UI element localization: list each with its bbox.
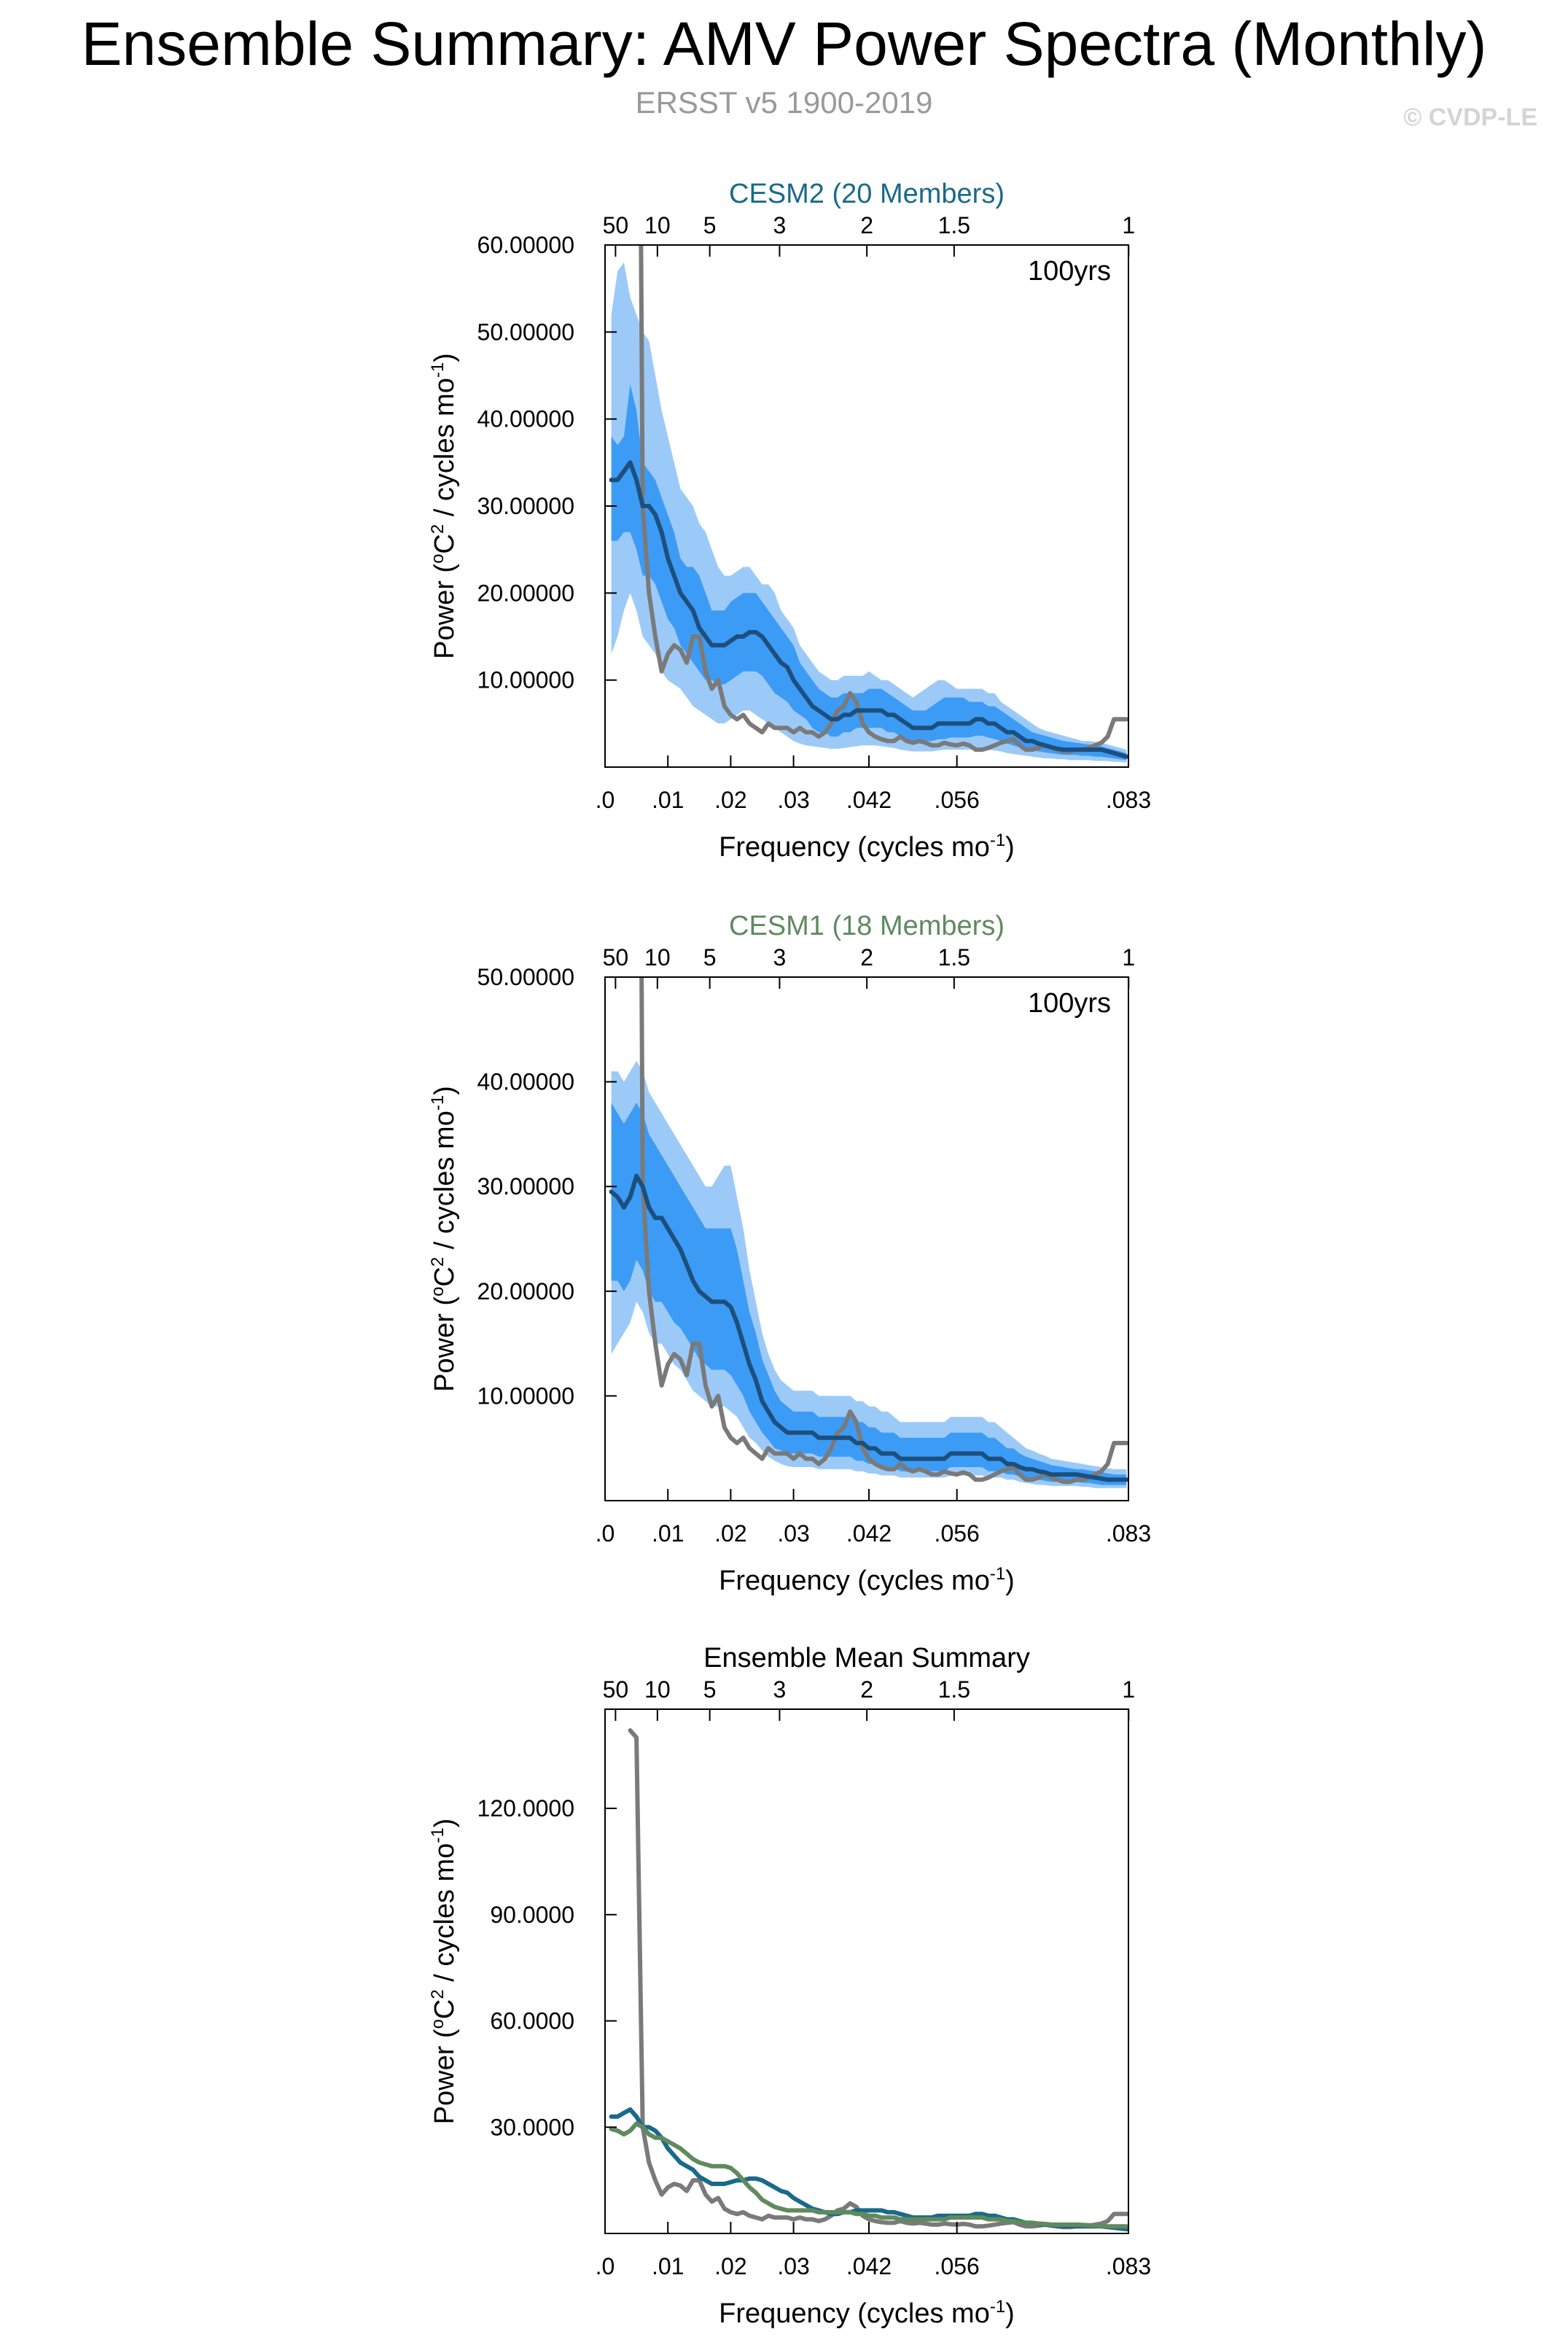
y-tick-label: 20.00000 <box>477 1278 574 1304</box>
y-tick-label: 30.0000 <box>490 2114 574 2140</box>
chart-cesm2: .0 .01 .02 .03 .042 .056 .083 10.00000 20.00000 3… <box>428 179 1151 863</box>
top-tick-label: 1 <box>1122 944 1135 971</box>
y-tick-label: 90.0000 <box>490 1902 574 1928</box>
chart-title: CESM2 (20 Members) <box>729 179 1005 209</box>
x-tick-label: .02 <box>714 1520 746 1547</box>
period-annotation: 100yrs <box>1028 988 1111 1019</box>
ensemble-mean-line <box>609 1173 1128 1482</box>
x-tick-label: .0 <box>596 1520 615 1547</box>
plot-area <box>609 1728 1128 2232</box>
inner-spread-band <box>611 1103 1127 1485</box>
top-tick-label: 10 <box>644 1676 671 1703</box>
top-tick-label: 5 <box>703 212 717 238</box>
y-tick-label: 30.00000 <box>477 493 574 519</box>
observations-line <box>639 977 1128 1485</box>
x-tick-label: .042 <box>846 1520 892 1547</box>
chart-cesm1: .0 .01 .02 .03 .042 .056 .083 10.00000 20.00000 3… <box>428 911 1151 1596</box>
top-tick-label: 1.5 <box>938 212 970 238</box>
x-tick-label: .083 <box>1106 1520 1151 1547</box>
x-tick-label: .042 <box>846 2253 892 2279</box>
x-axis-label: Frequency (cycles mo-1) <box>719 831 1015 863</box>
y-axis-label: Power (oC2 / cycles mo-1) <box>428 353 460 659</box>
x-tick-label: .01 <box>652 2253 684 2279</box>
series-line-cesm1 <box>609 2121 1128 2229</box>
x-tick-label: .042 <box>846 787 892 813</box>
y-tick-label: 30.00000 <box>477 1173 574 1199</box>
x-tick-label: .083 <box>1106 2253 1151 2279</box>
y-tick-label: 50.00000 <box>477 319 574 345</box>
top-tick-label: 1.5 <box>938 944 970 971</box>
x-axis-label: Frequency (cycles mo-1) <box>719 2297 1015 2329</box>
observations-line <box>628 1728 1128 2230</box>
top-tick-label: 1.5 <box>938 1676 970 1703</box>
x-tick-label: .056 <box>935 2253 980 2279</box>
top-tick-label: 50 <box>603 212 629 238</box>
top-tick-label: 3 <box>773 944 787 971</box>
credit-watermark: © CVDP-LE <box>1403 104 1537 131</box>
x-tick-label: .0 <box>596 2253 615 2279</box>
chart-title: CESM1 (18 Members) <box>729 911 1005 941</box>
ensemble-mean-line <box>609 460 1128 759</box>
x-tick-label: .03 <box>777 787 809 813</box>
outer-spread-band <box>611 262 1127 763</box>
top-tick-label: 50 <box>603 944 629 971</box>
plot-area <box>609 245 1128 763</box>
y-tick-label: 60.0000 <box>490 2008 574 2034</box>
x-tick-label: .01 <box>652 787 684 813</box>
x-tick-label: .083 <box>1106 787 1151 813</box>
top-tick-label: 10 <box>644 944 671 971</box>
x-tick-label: .02 <box>714 787 746 813</box>
series-line-cesm2 <box>609 2107 1128 2232</box>
x-tick-label: .03 <box>777 2253 809 2279</box>
top-tick-label: 50 <box>603 1676 629 1703</box>
y-tick-label: 10.00000 <box>477 1383 574 1409</box>
y-tick-label: 40.00000 <box>477 406 574 432</box>
x-tick-label: .056 <box>935 1520 980 1547</box>
top-tick-label: 5 <box>703 944 717 971</box>
page-title: Ensemble Summary: AMV Power Spectra (Mon… <box>81 9 1487 78</box>
inner-spread-band <box>611 384 1127 761</box>
x-tick-label: .056 <box>935 787 980 813</box>
x-tick-label: .0 <box>596 787 615 813</box>
top-tick-label: 1 <box>1122 1676 1135 1703</box>
y-tick-label: 50.00000 <box>477 964 574 990</box>
x-axis-label: Frequency (cycles mo-1) <box>719 1564 1015 1596</box>
y-tick-label: 20.00000 <box>477 580 574 606</box>
y-axis-label: Power (oC2 / cycles mo-1) <box>428 1819 460 2125</box>
plot-area <box>609 977 1128 1488</box>
chart-title: Ensemble Mean Summary <box>703 1643 1030 1673</box>
x-tick-label: .02 <box>714 2253 746 2279</box>
y-tick-label: 60.00000 <box>477 232 574 258</box>
plot-frame <box>604 1708 1129 2234</box>
x-tick-label: .03 <box>777 1520 809 1547</box>
top-tick-label: 3 <box>773 1676 787 1703</box>
page-subtitle: ERSST v5 1900-2019 <box>635 85 933 120</box>
top-tick-label: 10 <box>644 212 671 238</box>
y-axis-label: Power (oC2 / cycles mo-1) <box>428 1086 460 1392</box>
y-tick-label: 120.0000 <box>477 1795 574 1821</box>
y-tick-label: 40.00000 <box>477 1069 574 1095</box>
top-tick-label: 2 <box>860 944 873 971</box>
top-tick-label: 5 <box>703 1676 717 1703</box>
x-tick-label: .01 <box>652 1520 684 1547</box>
top-tick-label: 1 <box>1122 212 1135 238</box>
top-tick-label: 3 <box>773 212 787 238</box>
top-tick-label: 2 <box>860 212 873 238</box>
period-annotation: 100yrs <box>1028 256 1111 287</box>
chart-summary: .0 .01 .02 .03 .042 .056 .083 30.0000 60.0000 90.… <box>428 1643 1151 2329</box>
y-tick-label: 10.00000 <box>477 667 574 693</box>
top-tick-label: 2 <box>860 1676 873 1703</box>
